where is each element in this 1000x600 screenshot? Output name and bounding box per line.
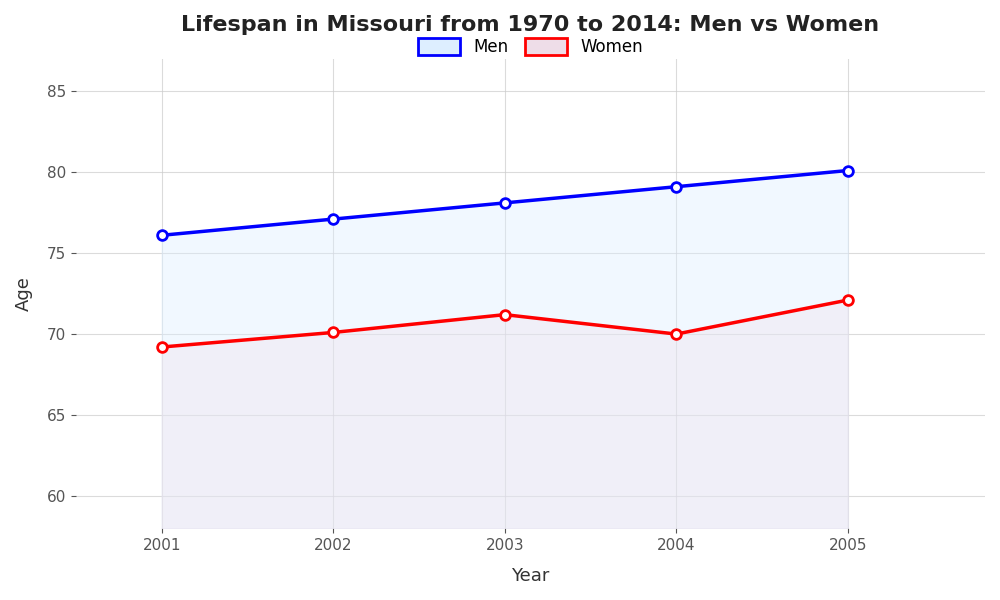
Women [499,311,511,318]
Men [156,232,168,239]
Y-axis label: Age: Age [15,276,33,311]
Women [156,343,168,350]
Women [670,331,682,338]
Men [499,199,511,206]
Women [842,296,854,304]
Title: Lifespan in Missouri from 1970 to 2014: Men vs Women: Lifespan in Missouri from 1970 to 2014: … [181,15,880,35]
Women [327,329,339,336]
Men [327,215,339,223]
X-axis label: Year: Year [511,567,550,585]
Men [842,167,854,174]
Line: Men: Men [157,166,853,240]
Legend: Men, Women: Men, Women [410,29,651,64]
Men [670,183,682,190]
Line: Women: Women [157,295,853,352]
